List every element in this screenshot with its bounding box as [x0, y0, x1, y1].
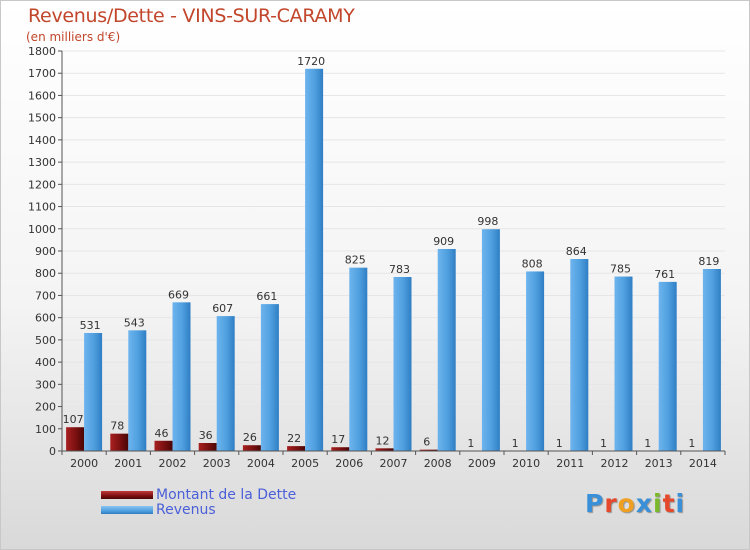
bar-revenus: [658, 281, 677, 451]
y-tick-label: 700: [35, 289, 56, 302]
data-label-dette: 26: [243, 431, 257, 444]
legend-swatch-dette: [101, 491, 153, 499]
data-label-revenus: 531: [80, 319, 101, 332]
x-tick-label: 2010: [512, 457, 540, 470]
bar-revenus: [305, 68, 324, 452]
y-tick-label: 500: [35, 334, 56, 347]
data-label-dette: 46: [155, 427, 169, 440]
x-tick-label: 2007: [380, 457, 408, 470]
data-label-revenus: 785: [610, 263, 631, 276]
data-label-revenus: 607: [212, 302, 233, 315]
data-label-dette: 1: [467, 437, 474, 450]
bar-dette: [154, 440, 173, 451]
data-label-dette: 1: [600, 437, 607, 450]
bar-dette: [110, 433, 129, 451]
y-tick-label: 1200: [28, 178, 56, 191]
data-label-dette: 78: [110, 420, 124, 433]
bar-revenus: [393, 277, 412, 451]
data-label-dette: 12: [376, 434, 390, 447]
bar-dette: [419, 449, 438, 451]
y-tick-label: 1600: [28, 89, 56, 102]
chart-subtitle: (en milliers d'€): [26, 30, 121, 44]
y-tick-label: 1100: [28, 201, 56, 214]
bar-dette: [66, 427, 85, 451]
chart-title: Revenus/Dette - VINS-SUR-CARAMY: [28, 5, 355, 27]
y-tick-label: 600: [35, 312, 56, 325]
x-tick-label: 2014: [689, 457, 717, 470]
data-label-dette: 1: [644, 437, 651, 450]
y-tick-label: 1500: [28, 112, 56, 125]
x-tick-label: 2008: [424, 457, 452, 470]
x-tick-label: 2013: [645, 457, 673, 470]
data-label-revenus: 669: [168, 288, 189, 301]
legend-label-dette: Montant de la Dette: [156, 487, 297, 503]
y-tick-label: 1000: [28, 223, 56, 236]
legend-swatch-revenus: [101, 506, 153, 514]
y-tick-label: 200: [35, 401, 56, 414]
y-tick-label: 300: [35, 378, 56, 391]
bar-dette: [375, 448, 394, 451]
x-tick-label: 2003: [203, 457, 231, 470]
bar-dette: [242, 445, 261, 451]
data-label-dette: 6: [423, 436, 430, 449]
bar-revenus: [614, 276, 633, 451]
y-tick-label: 100: [35, 423, 56, 436]
data-label-dette: 22: [287, 432, 301, 445]
bar-revenus: [570, 259, 589, 451]
bar-dette: [287, 446, 306, 451]
bar-revenus: [128, 330, 147, 451]
data-label-dette: 1: [512, 437, 519, 450]
data-label-revenus: 808: [522, 257, 543, 270]
bar-dette: [198, 443, 217, 451]
data-label-revenus: 783: [389, 263, 410, 276]
data-label-dette: 17: [331, 433, 345, 446]
bar-revenus: [349, 267, 368, 451]
y-tick-label: 1700: [28, 67, 56, 80]
x-tick-label: 2002: [159, 457, 187, 470]
y-tick-label: 1400: [28, 134, 56, 147]
data-label-revenus: 543: [124, 316, 145, 329]
data-label-revenus: 661: [256, 290, 277, 303]
x-tick-label: 2012: [601, 457, 629, 470]
proxiti-logo: Proxiti: [585, 489, 686, 518]
bar-revenus: [216, 316, 235, 451]
x-tick-label: 2005: [291, 457, 319, 470]
data-label-revenus: 864: [566, 245, 587, 258]
y-tick-label: 800: [35, 267, 56, 280]
bar-revenus: [84, 333, 103, 451]
legend-label-revenus: Revenus: [156, 502, 216, 518]
data-label-dette: 1: [556, 437, 563, 450]
data-label-dette: 36: [199, 429, 213, 442]
data-label-dette: 1: [688, 437, 695, 450]
bar-revenus: [526, 271, 545, 451]
bar-dette: [331, 447, 350, 451]
y-tick-label: 400: [35, 356, 56, 369]
x-tick-label: 2001: [114, 457, 142, 470]
x-tick-label: 2004: [247, 457, 275, 470]
y-tick-label: 1800: [28, 45, 56, 58]
x-tick-label: 2009: [468, 457, 496, 470]
bar-revenus: [481, 229, 500, 451]
bar-revenus: [702, 269, 721, 451]
x-tick-label: 2006: [335, 457, 363, 470]
data-label-revenus: 819: [698, 255, 719, 268]
y-tick-label: 0: [49, 445, 56, 458]
data-label-revenus: 998: [477, 215, 498, 228]
data-label-revenus: 825: [345, 254, 366, 267]
bar-revenus: [260, 304, 279, 451]
data-label-revenus: 761: [654, 268, 675, 281]
y-tick-label: 900: [35, 245, 56, 258]
data-label-dette: 107: [63, 413, 84, 426]
bar-revenus: [172, 302, 191, 451]
x-tick-label: 2000: [70, 457, 98, 470]
x-tick-label: 2011: [556, 457, 584, 470]
bar-revenus: [437, 249, 456, 451]
data-label-revenus: 909: [433, 235, 454, 248]
y-tick-label: 1300: [28, 156, 56, 169]
data-label-revenus: 1720: [297, 55, 325, 68]
